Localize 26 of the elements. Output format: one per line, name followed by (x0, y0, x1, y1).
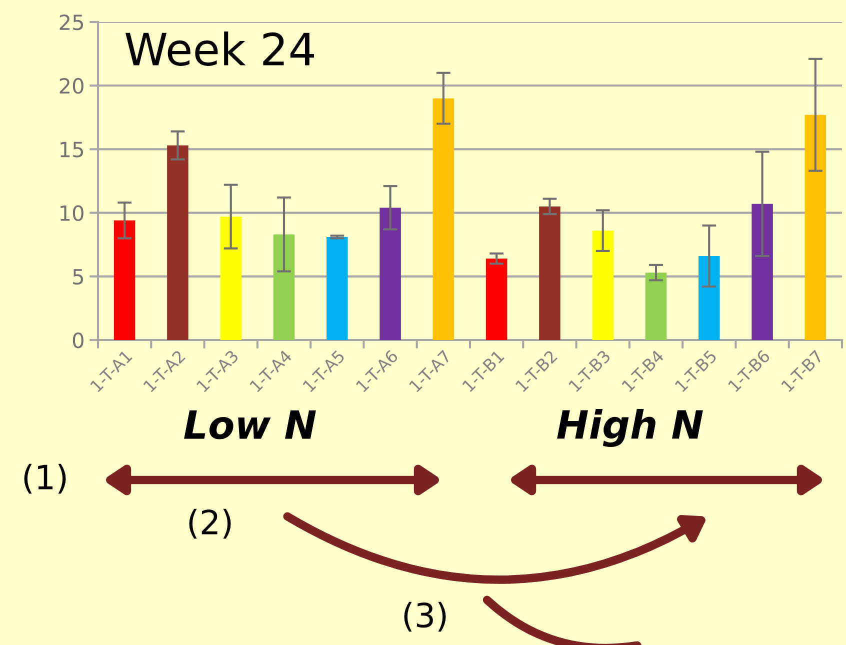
bar (432, 98, 454, 340)
bar (804, 114, 826, 340)
y-tick-label: 25 (60, 14, 83, 30)
text: Low N (184, 410, 316, 440)
y-tick-label: 15 (60, 142, 83, 158)
bar (698, 256, 720, 340)
bar (752, 204, 773, 340)
text: (2) (189, 508, 231, 539)
y-tick-label: 5 (73, 269, 83, 285)
bar (592, 230, 614, 340)
y-tick-label: 20 (60, 78, 84, 94)
bar (167, 145, 188, 340)
bar (273, 234, 295, 340)
bar (486, 258, 508, 340)
bar (380, 208, 401, 340)
bar (114, 220, 136, 340)
chart-title: Week 24 (126, 32, 314, 66)
text: (1) (24, 464, 66, 494)
y-tick-label: 0 (72, 332, 84, 348)
bar (645, 272, 667, 340)
bar (326, 236, 348, 340)
y-tick-label: 10 (60, 205, 84, 222)
text: High N (557, 409, 703, 447)
text: (3) (404, 602, 446, 632)
bar (539, 206, 560, 340)
bar (220, 216, 242, 340)
